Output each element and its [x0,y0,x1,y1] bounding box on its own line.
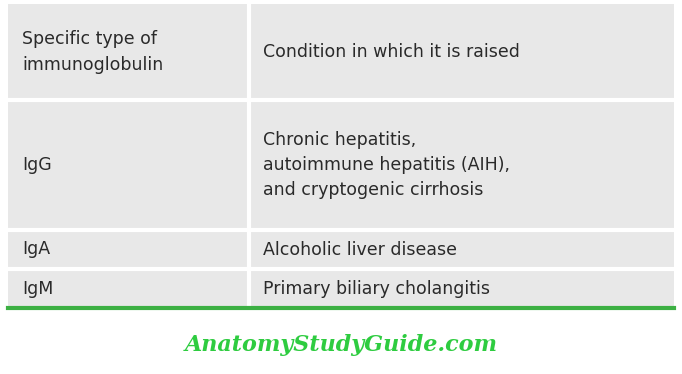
Text: IgG: IgG [22,156,52,174]
Text: Specific type of
immunoglobulin: Specific type of immunoglobulin [22,30,163,74]
Bar [8,4,674,100]
Bar [8,269,674,308]
Text: Chronic hepatitis,
autoimmune hepatitis (AIH),
and cryptogenic cirrhosis: Chronic hepatitis, autoimmune hepatitis … [263,131,510,199]
Text: Primary biliary cholangitis: Primary biliary cholangitis [263,279,490,297]
Bar [8,100,674,230]
Text: IgA: IgA [22,240,50,258]
Bar [8,230,674,269]
Text: Condition in which it is raised: Condition in which it is raised [263,43,520,61]
Text: Alcoholic liver disease: Alcoholic liver disease [263,240,457,258]
Text: AnatomyStudyGuide.com: AnatomyStudyGuide.com [185,334,497,356]
Text: IgM: IgM [22,279,53,297]
